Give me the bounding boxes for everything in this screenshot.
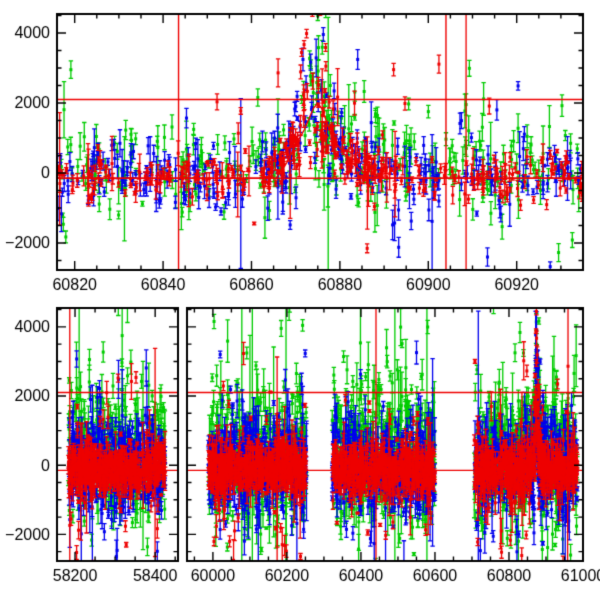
- light-curve-figure: [0, 0, 600, 600]
- light-curve-plot-canvas: [0, 0, 600, 600]
